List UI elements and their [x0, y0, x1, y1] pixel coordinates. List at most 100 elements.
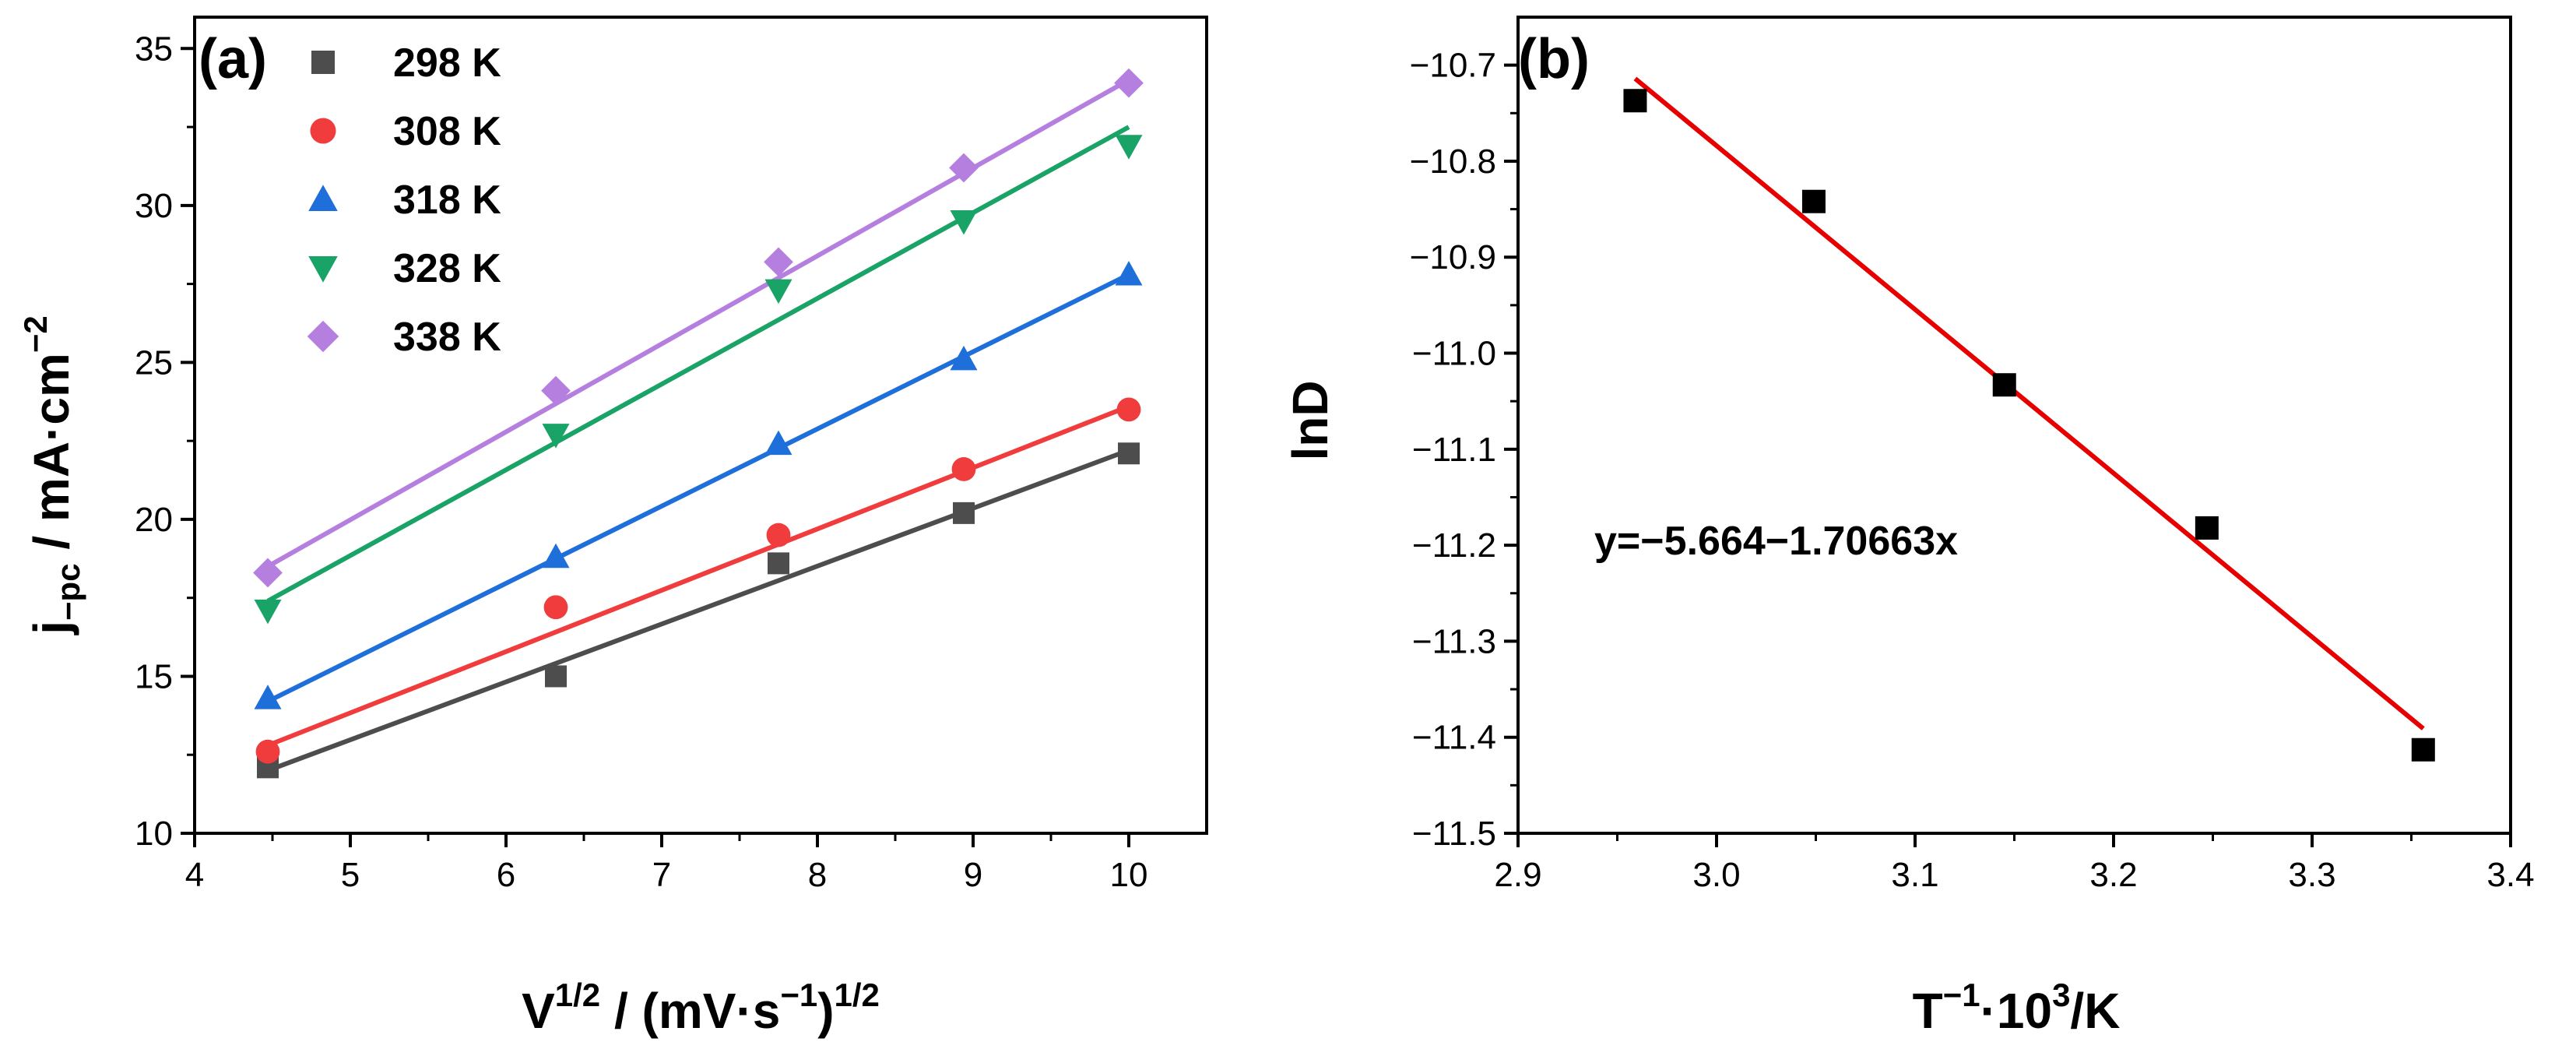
- legend-label: 318 K: [393, 178, 501, 223]
- x-axis-title-end: /K: [2070, 983, 2120, 1039]
- y-tick-label: 10: [135, 815, 173, 853]
- regression-line: [1633, 76, 2425, 730]
- x-tick-label: 3.4: [2486, 856, 2534, 894]
- x-axis-title-sup2: −1: [780, 977, 817, 1013]
- x-tick-label: 4: [185, 856, 204, 894]
- data-point: [1623, 89, 1647, 113]
- ticks: 2.9 3.0 3.1 3.2 3.3 3.4 −10.7 −10.8 −10.9 −11.0 −1…: [1410, 47, 2535, 894]
- fit-line: [1633, 76, 2425, 730]
- data-point-318k: [950, 345, 978, 371]
- data-point-318k: [764, 430, 792, 456]
- data-point-308k: [543, 595, 568, 620]
- x-tick-label: 3.0: [1692, 856, 1740, 894]
- x-tick-label: 6: [497, 856, 515, 894]
- legend-marker: [311, 51, 335, 74]
- data-point-308k: [1116, 397, 1141, 422]
- x-tick-label: 7: [652, 856, 671, 894]
- ticks: 4 5 6 7 8 9 10 10 15 20 25 30 35: [135, 30, 1147, 894]
- y-tick-label: 35: [135, 30, 173, 68]
- regression-equation: y=−5.664−1.70663x: [1594, 519, 1958, 564]
- y-tick-label: −10.9: [1410, 238, 1496, 276]
- legend-label: 328 K: [393, 246, 501, 291]
- x-axis-title-sup1: −1: [1943, 977, 1980, 1013]
- y-tick-label: 15: [135, 657, 173, 695]
- x-tick-label: 9: [964, 856, 982, 894]
- fit-line-318k: [266, 272, 1130, 704]
- panel-a: 4 5 6 7 8 9 10 10 15 20 25 30 35 298 K 308 K 318 K 328 …: [17, 16, 1208, 1039]
- y-tick-label: 30: [135, 187, 173, 225]
- data-point-328k: [254, 599, 282, 625]
- data-point-338k: [1114, 68, 1144, 98]
- x-tick-label: 8: [808, 856, 827, 894]
- y-axis-title: j−pc / mA·cm−2: [17, 315, 86, 635]
- data-point-318k: [1115, 261, 1143, 286]
- legend-marker: [308, 185, 338, 211]
- y-axis-title-sub: −pc: [50, 563, 86, 621]
- data-point-328k: [764, 279, 792, 304]
- data-point-338k: [949, 153, 979, 183]
- data-point-328k: [950, 210, 978, 235]
- data-point: [2411, 737, 2435, 762]
- y-tick-label: −11.3: [1412, 622, 1496, 660]
- data-point: [1992, 373, 2016, 397]
- data-point-338k: [541, 375, 571, 406]
- fit-line-338k: [266, 78, 1130, 568]
- panel-label: (a): [199, 28, 267, 90]
- y-tick-label: 20: [135, 501, 173, 539]
- data-point-318k: [542, 543, 570, 568]
- data-point-328k: [542, 424, 570, 449]
- y-tick-label: 25: [135, 343, 173, 382]
- x-tick-label: 3.2: [2089, 856, 2137, 894]
- legend-marker: [310, 118, 336, 144]
- legend: 298 K 308 K 318 K 328 K 338 K: [307, 40, 501, 360]
- x-axis-title-sup2: 3: [2052, 977, 2070, 1013]
- markers: [1623, 89, 2435, 762]
- markers: [253, 68, 1144, 779]
- x-axis-title-mid: / (mV·s: [600, 983, 780, 1039]
- panel-b: 2.9 3.0 3.1 3.2 3.3 3.4 −10.7 −10.8 −10.9 −11.0 −1…: [1282, 16, 2535, 1039]
- x-axis-title-sup3: 1/2: [835, 977, 880, 1013]
- y-tick-label: −10.7: [1410, 47, 1496, 85]
- fit-line-298k: [266, 448, 1130, 773]
- data-point-298k: [545, 665, 567, 688]
- y-axis-title-base: j: [23, 621, 79, 635]
- y-axis-title: lnD: [1282, 380, 1338, 460]
- x-tick-label: 3.3: [2288, 856, 2335, 894]
- data-point-328k: [1115, 135, 1143, 160]
- legend-marker: [308, 256, 338, 283]
- y-axis-title-sup: −2: [17, 315, 54, 353]
- y-tick-label: −11.5: [1412, 815, 1496, 853]
- data-point-308k: [766, 523, 791, 547]
- plot-frame: [193, 16, 1208, 835]
- data-point-308k: [951, 457, 976, 481]
- legend-marker: [307, 320, 339, 353]
- x-axis-title-mid: ·10: [1980, 983, 2053, 1039]
- legend-label: 298 K: [393, 40, 501, 86]
- y-tick-label: −11.0: [1412, 335, 1496, 373]
- x-axis-title-base: V: [522, 983, 555, 1039]
- x-axis-title: T−1·103/K: [1913, 977, 2121, 1039]
- data-point-308k: [255, 739, 280, 764]
- data-point-318k: [254, 685, 282, 709]
- fit-line-308k: [266, 404, 1130, 748]
- data-point-298k: [768, 552, 789, 575]
- y-axis-title-mid: / mA·cm: [23, 353, 79, 563]
- x-tick-label: 10: [1110, 856, 1148, 894]
- x-axis-title-end: ): [817, 983, 834, 1039]
- x-axis-title: V1/2 / (mV·s−1)1/2: [522, 977, 880, 1039]
- data-point-298k: [953, 502, 975, 524]
- x-tick-label: 2.9: [1494, 856, 1541, 894]
- y-tick-label: −11.4: [1412, 719, 1496, 757]
- panel-label: (b): [1518, 28, 1590, 90]
- data-point-298k: [1118, 442, 1140, 465]
- y-tick-label: −11.1: [1412, 431, 1496, 469]
- x-axis-title-sup1: 1/2: [555, 977, 600, 1013]
- data-point: [2195, 516, 2219, 540]
- fit-line-328k: [266, 125, 1130, 604]
- y-tick-label: −10.8: [1410, 143, 1496, 181]
- data-point-338k: [764, 247, 793, 277]
- fit-lines: [266, 78, 1130, 773]
- plot-frame: [1516, 16, 2512, 835]
- legend-label: 308 K: [393, 109, 501, 154]
